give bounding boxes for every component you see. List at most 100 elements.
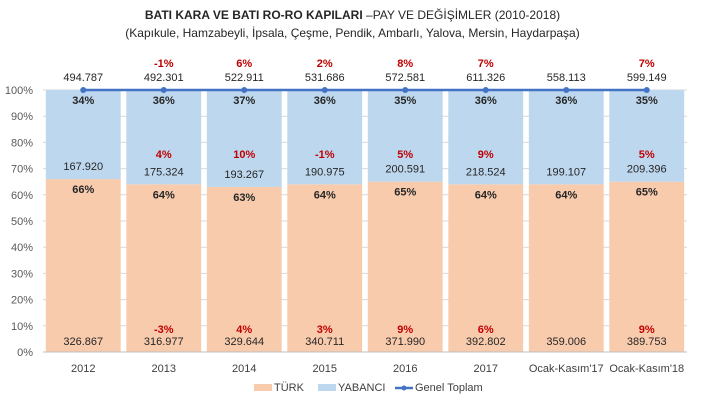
turk-value-label: 392.802 (466, 336, 506, 348)
bar-yabanci (367, 90, 443, 182)
bar-turk (528, 184, 604, 352)
y-tick-label: 20% (11, 295, 33, 307)
turk-share-label: 64% (153, 189, 175, 201)
turk-change-label: -3% (154, 324, 174, 336)
legend-label-total: Genel Toplam (415, 382, 483, 394)
bar-yabanci (45, 90, 121, 180)
bar-turk (448, 184, 524, 352)
bar-turk (45, 179, 121, 352)
total-point (241, 87, 248, 93)
total-value-label: 531.686 (305, 72, 345, 84)
yabanci-value-label: 193.267 (224, 169, 264, 181)
turk-change-label: 3% (317, 324, 333, 336)
bar-turk (367, 181, 443, 352)
chart-title-bold: BATI KARA VE BATI RO-RO KAPILARI (144, 8, 363, 22)
total-point (482, 87, 489, 93)
yabanci-share-label: 36% (153, 95, 175, 107)
total-change-label: 2% (317, 58, 333, 70)
yabanci-change-label: 4% (156, 149, 172, 161)
bar-turk (206, 186, 282, 352)
bar-yabanci (448, 90, 524, 185)
yabanci-value-label: 218.524 (466, 166, 506, 178)
yabanci-share-label: 35% (394, 95, 416, 107)
y-tick-label: 100% (5, 85, 33, 97)
total-point (160, 87, 167, 93)
yabanci-change-label: -1% (315, 149, 335, 161)
bar-yabanci (287, 90, 363, 185)
chart-title: BATI KARA VE BATI RO-RO KAPILARI –PAY VE… (0, 8, 705, 22)
turk-share-label: 63% (233, 192, 255, 204)
x-tick-label: Ocak-Kasım'18 (609, 363, 684, 375)
turk-share-label: 64% (475, 189, 497, 201)
yabanci-value-label: 190.975 (305, 166, 345, 178)
yabanci-share-label: 36% (555, 95, 577, 107)
total-value-label: 611.326 (466, 72, 505, 84)
bar-turk (287, 184, 363, 352)
total-change-label: 6% (236, 58, 252, 70)
total-value-label: 572.581 (385, 72, 425, 84)
bar-turk (609, 181, 685, 352)
total-point (80, 87, 87, 93)
turk-value-label: 329.644 (224, 336, 264, 348)
total-change-label: -1% (154, 58, 174, 70)
total-value-label: 494.787 (63, 72, 103, 84)
total-value-label: 522.911 (225, 72, 264, 84)
y-tick-label: 50% (11, 216, 33, 228)
total-point (402, 87, 409, 93)
yabanci-value-label: 200.591 (385, 164, 425, 176)
turk-share-label: 64% (314, 189, 336, 201)
yabanci-value-label: 199.107 (546, 166, 586, 178)
turk-change-label: 6% (478, 324, 494, 336)
total-value-label: 599.149 (627, 72, 667, 84)
y-tick-label: 40% (11, 242, 33, 254)
turk-share-label: 64% (555, 189, 577, 201)
chart-title-suffix: –PAY VE DEĞİŞİMLER (2010-2018) (366, 8, 561, 22)
y-tick-label: 0% (17, 347, 33, 359)
turk-change-label: 9% (639, 324, 655, 336)
x-tick-label: 2014 (232, 363, 256, 375)
yabanci-share-label: 35% (636, 95, 658, 107)
total-change-label: 7% (478, 58, 494, 70)
yabanci-value-label: 175.324 (144, 166, 184, 178)
y-tick-label: 60% (11, 190, 33, 202)
legend-label-turk: TÜRK (274, 382, 305, 394)
yabanci-share-label: 36% (475, 95, 497, 107)
y-tick-label: 10% (11, 321, 33, 333)
x-tick-label: 2015 (313, 363, 337, 375)
y-tick-label: 80% (11, 137, 33, 149)
x-tick-label: 2012 (71, 363, 95, 375)
turk-value-label: 316.977 (144, 336, 184, 348)
x-tick-label: 2016 (393, 363, 417, 375)
legend-label-yabanci: YABANCI (338, 382, 385, 394)
yabanci-change-label: 10% (233, 149, 255, 161)
turk-value-label: 326.867 (63, 336, 103, 348)
bar-yabanci (126, 90, 202, 185)
bar-yabanci (528, 90, 604, 185)
turk-value-label: 340.711 (305, 336, 344, 348)
bar-yabanci (206, 90, 282, 187)
turk-share-label: 65% (394, 187, 416, 199)
legend-swatch-yabanci (318, 384, 336, 391)
turk-share-label: 66% (72, 184, 94, 196)
chart-subtitle: (Kapıkule, Hamzabeyli, İpsala, Çeşme, Pe… (125, 26, 580, 40)
turk-change-label: 9% (397, 324, 413, 336)
turk-share-label: 65% (636, 187, 658, 199)
total-value-label: 492.301 (144, 72, 184, 84)
total-change-label: 7% (639, 58, 655, 70)
yabanci-change-label: 5% (397, 149, 413, 161)
yabanci-share-label: 36% (314, 95, 336, 107)
x-tick-label: 2017 (474, 363, 498, 375)
turk-value-label: 371.990 (385, 336, 425, 348)
turk-value-label: 389.753 (627, 336, 667, 348)
total-change-label: 8% (397, 58, 413, 70)
y-tick-label: 70% (11, 164, 33, 176)
y-tick-label: 30% (11, 268, 33, 280)
yabanci-value-label: 167.920 (63, 161, 103, 173)
legend-swatch-turk (254, 384, 272, 391)
turk-change-label: 4% (236, 324, 252, 336)
bar-yabanci (609, 90, 685, 182)
total-value-label: 558.113 (547, 72, 586, 84)
yabanci-value-label: 209.396 (627, 164, 667, 176)
legend-marker-total (401, 385, 407, 391)
